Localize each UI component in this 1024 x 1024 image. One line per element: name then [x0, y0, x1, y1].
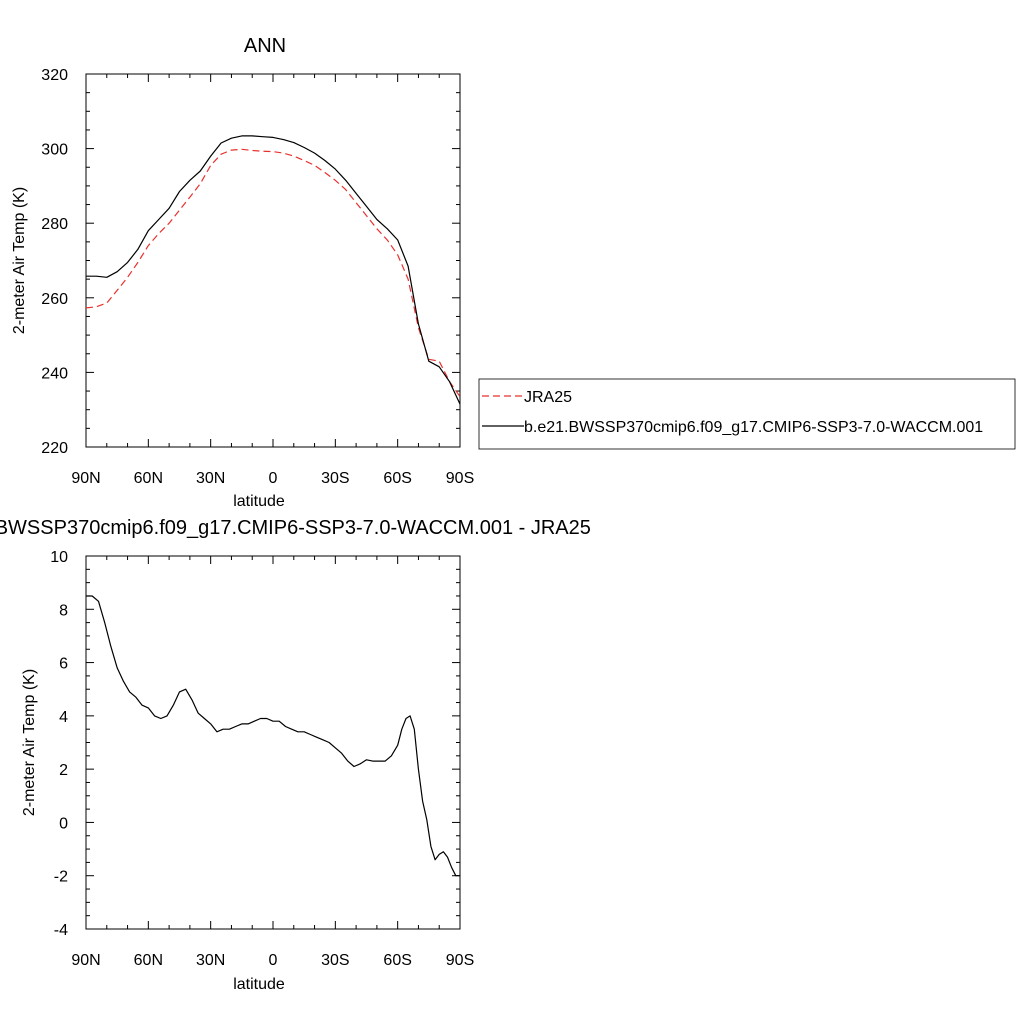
y-tick-label: 2: [59, 762, 68, 779]
plot-frame: [85, 73, 461, 448]
x-tick-label: 90S: [446, 952, 474, 969]
x-tick-label: 60N: [134, 470, 163, 487]
x-tick-label: 60S: [383, 952, 411, 969]
series-line-2: [86, 135, 461, 405]
chart-title: ANN: [244, 35, 286, 57]
y-tick-label: 260: [41, 291, 68, 308]
x-tick-label: 90N: [71, 470, 100, 487]
y-tick-label: -2: [54, 869, 68, 886]
y-tick-label: 8: [59, 602, 68, 619]
y-tick-label: 240: [41, 365, 68, 382]
chart-1: ANN 90N 60N 30N 0 30S 60S 90S 220 240 260 280 300 320…: [11, 35, 1016, 510]
x-tick-label: 30N: [196, 470, 225, 487]
legend-box: [478, 378, 1016, 450]
y-tick-label: 280: [41, 216, 68, 233]
x-tick-label: 30S: [321, 470, 349, 487]
y-axis-label: 2-meter Air Temp (K): [11, 187, 28, 334]
y-tick-label: 6: [59, 656, 68, 673]
x-tick-label: 0: [269, 470, 278, 487]
y-tick-label: 220: [41, 440, 68, 457]
legend: JRA25 b.e21.BWSSP370cmip6.f09_g17.CMIP6-S…: [478, 378, 1016, 450]
plot-frame: [85, 555, 461, 930]
y-axis-label: 2-meter Air Temp (K): [21, 669, 38, 816]
legend-label-1: JRA25: [524, 389, 572, 406]
series-line-1: [86, 595, 460, 877]
y-tick-label: 4: [59, 709, 68, 726]
x-tick-label: 30N: [196, 952, 225, 969]
x-tick-label: 60N: [134, 952, 163, 969]
x-tick-label: 90N: [71, 952, 100, 969]
series-line-1: [85, 148, 461, 397]
x-tick-label: 0: [269, 952, 278, 969]
y-tick-label: 300: [41, 142, 68, 159]
y-tick-label: 0: [59, 815, 68, 832]
chart-title: b.e21.BWSSP370cmip6.f09_g17.CMIP6-SSP3-7…: [0, 517, 591, 539]
x-tick-label: 90S: [446, 470, 474, 487]
y-tick-label: 10: [50, 549, 68, 566]
x-axis-label: latitude: [233, 493, 285, 510]
y-tick-label: 320: [41, 67, 68, 84]
x-tick-label: 60S: [383, 470, 411, 487]
x-axis-label: latitude: [233, 976, 285, 993]
chart-2: b.e21.BWSSP370cmip6.f09_g17.CMIP6-SSP3-7…: [0, 517, 591, 993]
legend-label-2: b.e21.BWSSP370cmip6.f09_g17.CMIP6-SSP3-7…: [524, 419, 983, 436]
y-tick-label: -4: [54, 922, 68, 939]
x-tick-label: 30S: [321, 952, 349, 969]
